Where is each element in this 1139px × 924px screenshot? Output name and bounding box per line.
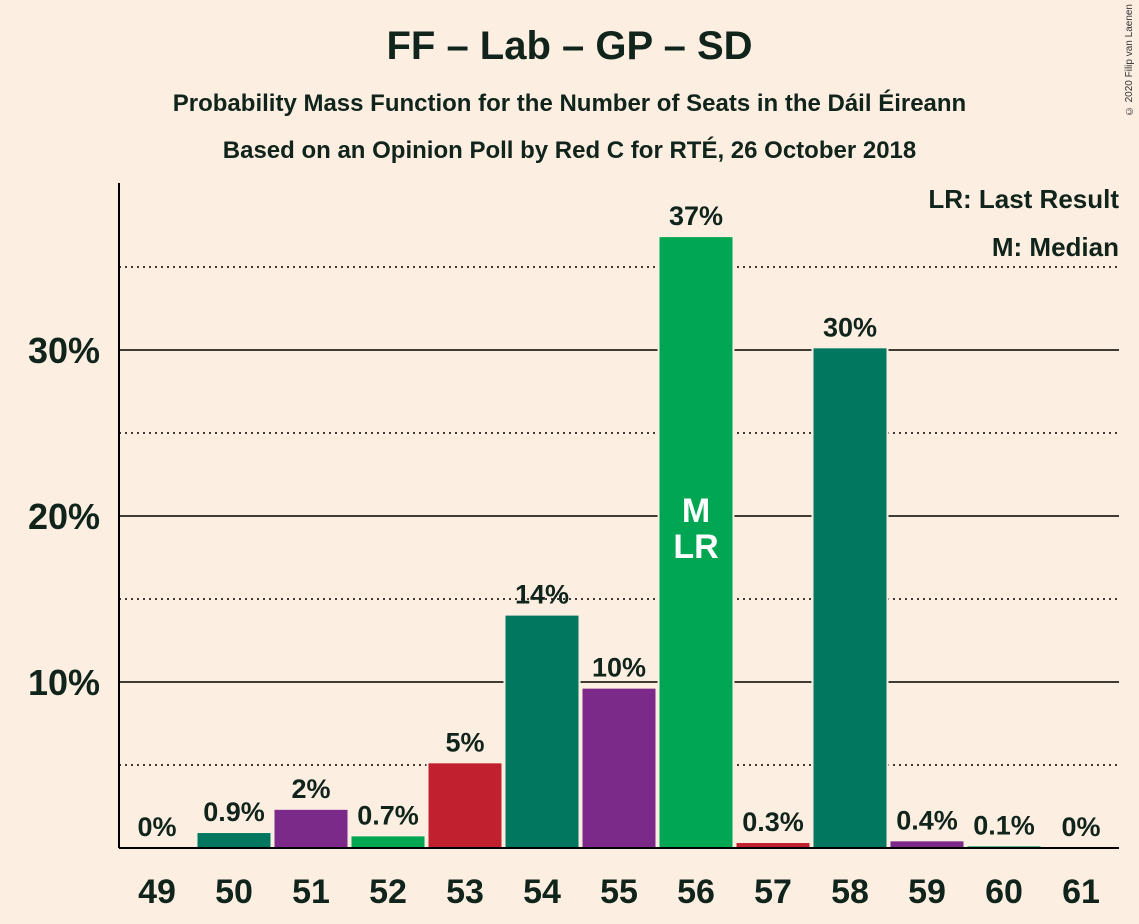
bar-value-label: 0.4% xyxy=(896,805,958,835)
x-tick-label: 50 xyxy=(215,873,253,911)
x-tick-label: 54 xyxy=(523,873,561,911)
legend-median: M: Median xyxy=(991,232,1119,262)
bar-54 xyxy=(505,615,579,848)
bar-55 xyxy=(582,688,656,848)
x-tick-label: 53 xyxy=(446,873,484,911)
bar-value-label: 0% xyxy=(1061,812,1100,842)
bar-value-label: 0% xyxy=(137,812,176,842)
chart-subtitle: Probability Mass Function for the Number… xyxy=(172,90,967,117)
bar-51 xyxy=(274,809,348,848)
bar-value-label: 0.7% xyxy=(357,800,419,830)
x-tick-label: 58 xyxy=(831,873,869,911)
x-tick-label: 61 xyxy=(1062,873,1100,911)
bar-50 xyxy=(197,833,271,848)
bar-52 xyxy=(351,836,425,848)
bar-value-label: 10% xyxy=(592,653,646,683)
bar-halo xyxy=(965,844,1043,848)
y-tick-label: 20% xyxy=(28,496,100,537)
x-tick-label: 56 xyxy=(677,873,715,911)
bar-59 xyxy=(890,841,964,848)
bar-58 xyxy=(813,348,887,848)
bar-53 xyxy=(428,763,502,848)
x-tick-label: 49 xyxy=(138,873,176,911)
bar-value-label: 0.9% xyxy=(203,797,265,827)
bar-value-label: 2% xyxy=(291,774,330,804)
median-marker: M xyxy=(682,492,710,530)
bar-56 xyxy=(659,237,733,848)
x-tick-label: 55 xyxy=(600,873,638,911)
bar-value-label: 0.1% xyxy=(973,810,1035,840)
bar-value-label: 0.3% xyxy=(742,807,804,837)
y-tick-label: 10% xyxy=(28,662,100,703)
legend-last-result: LR: Last Result xyxy=(928,184,1119,214)
bar-value-label: 14% xyxy=(515,580,569,610)
bar-value-label: 30% xyxy=(823,312,877,342)
x-tick-label: 51 xyxy=(292,873,330,911)
x-tick-label: 52 xyxy=(369,873,407,911)
x-tick-label: 57 xyxy=(754,873,792,911)
last-result-marker: LR xyxy=(673,528,718,566)
chart-title: FF – Lab – GP – SD xyxy=(386,24,753,68)
bar-57 xyxy=(736,843,810,848)
x-tick-label: 60 xyxy=(985,873,1023,911)
x-tick-label: 59 xyxy=(908,873,946,911)
chart-source: Based on an Opinion Poll by Red C for RT… xyxy=(222,137,917,164)
y-tick-label: 30% xyxy=(28,330,100,371)
bar-value-label: 5% xyxy=(445,727,484,757)
bar-value-label: 37% xyxy=(669,201,723,231)
